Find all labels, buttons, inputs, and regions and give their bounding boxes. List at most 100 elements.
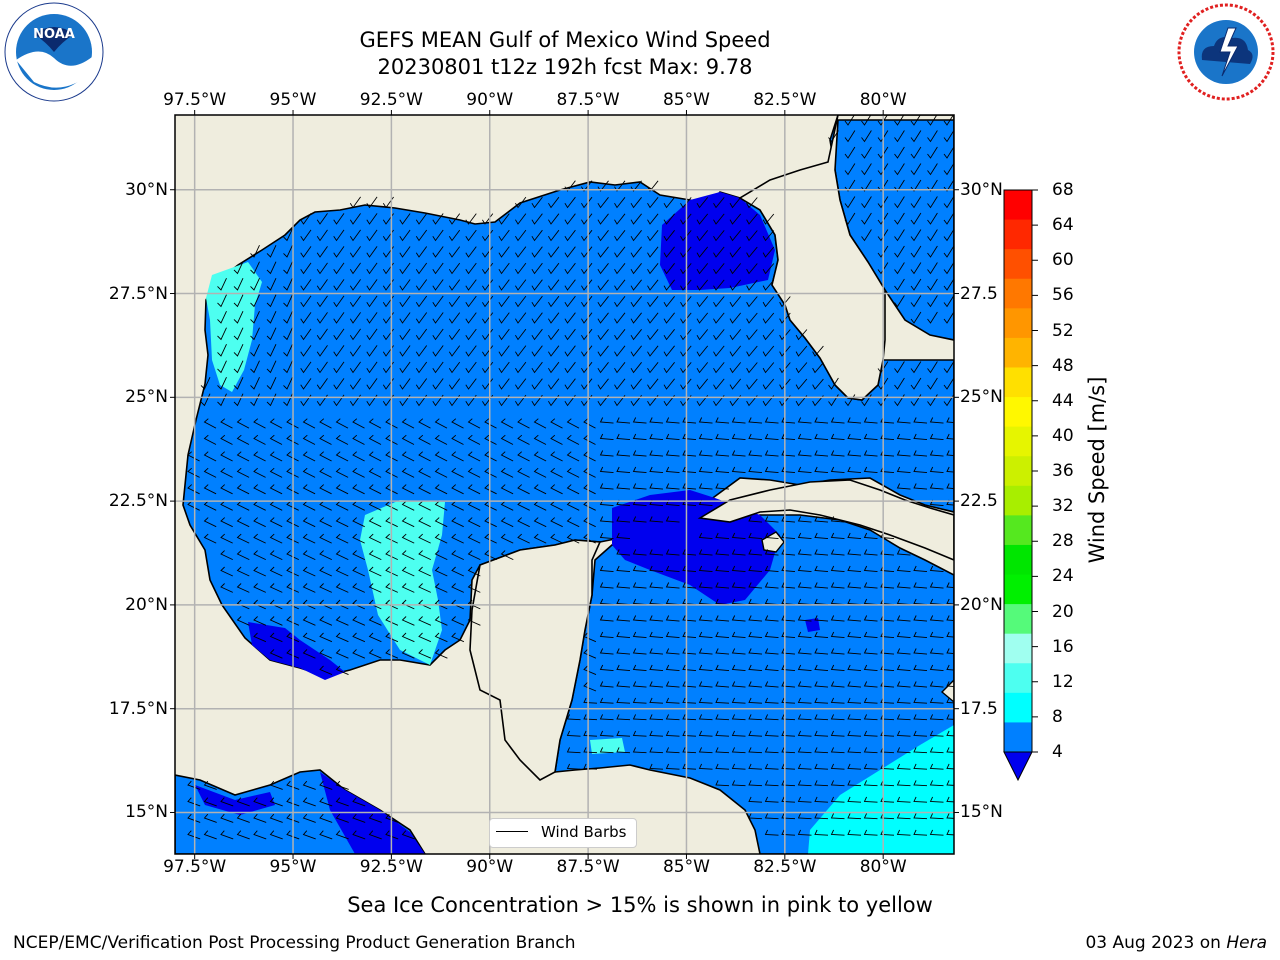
wind-barb — [649, 615, 664, 622]
wind-barb — [366, 394, 378, 407]
wind-barb — [731, 681, 746, 688]
wind-barb — [302, 780, 316, 790]
wind-barb — [418, 616, 432, 626]
wind-barb — [746, 230, 758, 242]
wind-barb — [647, 246, 659, 258]
wind-barb — [401, 517, 415, 528]
wind-barb — [715, 483, 730, 490]
wind-barb — [599, 648, 614, 655]
wind-barb — [401, 451, 415, 462]
map-tick-marks — [170, 110, 959, 859]
wind-barb — [680, 378, 692, 390]
wind-barb — [614, 329, 626, 341]
wind-barb — [335, 780, 349, 790]
wind-barb — [913, 631, 928, 639]
wind-barb — [500, 434, 514, 445]
wind-barb — [548, 378, 560, 390]
wind-barb — [764, 466, 779, 474]
colorbar-tick-label: 16 — [1052, 636, 1074, 657]
wind-barb — [946, 598, 954, 605]
wind-barb — [269, 434, 283, 445]
wind-barb — [696, 378, 709, 390]
wind-barb — [236, 550, 250, 561]
wind-barb — [797, 714, 812, 721]
wind-barb — [583, 500, 596, 511]
wind-barb — [366, 262, 378, 275]
wind-barb — [583, 730, 598, 737]
wind-barb — [517, 517, 530, 528]
wind-barb — [764, 813, 779, 820]
wind-barb — [894, 196, 905, 209]
wind-barb — [217, 377, 227, 390]
wind-barb — [187, 830, 201, 840]
wind-barb — [779, 395, 791, 407]
wind-barb — [203, 484, 217, 495]
wind-barb — [236, 500, 250, 511]
wind-barb — [550, 484, 563, 495]
wind-barb — [333, 328, 345, 341]
wind-barb — [946, 450, 954, 457]
wind-barb — [696, 279, 709, 291]
wind-barb — [599, 565, 614, 573]
wind-barb — [680, 395, 692, 407]
wind-barb — [913, 417, 928, 424]
wind-barb — [415, 295, 428, 308]
wind-barb — [830, 466, 845, 474]
wind-barb — [319, 500, 332, 511]
wind-barb — [896, 681, 911, 688]
wind-barb — [418, 566, 431, 577]
wind-barb — [814, 730, 829, 737]
wind-barb — [731, 648, 746, 655]
lon-label-top: 82.5°W — [753, 90, 817, 110]
wind-barb — [696, 312, 709, 324]
wind-barb — [748, 565, 763, 573]
wind-barb — [698, 466, 713, 474]
wind-barb — [814, 747, 829, 754]
wind-barb — [335, 616, 349, 626]
wind-barb — [616, 681, 631, 688]
wind-barb — [647, 362, 659, 374]
wind-barb — [797, 532, 812, 540]
wind-barb — [432, 394, 444, 407]
wind-barb — [814, 532, 829, 540]
colorbar-tick-label: 28 — [1052, 531, 1074, 552]
wind-barb — [877, 229, 889, 242]
wind-barb — [663, 213, 675, 225]
wind-barb — [781, 532, 796, 540]
wind-barb — [366, 246, 378, 258]
wind-barb — [632, 565, 647, 573]
wind-barb — [333, 262, 345, 275]
wind-barb — [927, 115, 938, 126]
wind-barb — [894, 295, 905, 308]
colorbar-tick-label: 32 — [1052, 496, 1074, 517]
wind-barb — [797, 813, 812, 820]
wind-barb — [781, 631, 796, 639]
wind-barb — [448, 394, 461, 407]
wind-barb — [632, 664, 647, 672]
colorbar-segment — [1004, 337, 1032, 368]
lon-label-top: 80°W — [859, 90, 907, 110]
wind-barb — [220, 813, 234, 823]
colorbar-segment — [1004, 367, 1032, 398]
wind-barb — [434, 616, 448, 626]
wind-barb — [649, 466, 664, 474]
wind-barb — [319, 533, 332, 544]
wind-barb — [434, 418, 448, 429]
wind-barb — [896, 730, 911, 737]
wind-barb — [616, 631, 631, 639]
wind-barb — [797, 466, 812, 474]
wind-barb — [583, 649, 597, 659]
wind-barb — [779, 296, 791, 308]
wind-barb — [399, 246, 411, 258]
wind-barb — [203, 780, 217, 790]
wind-barb — [814, 516, 829, 523]
wind-barb — [814, 681, 829, 688]
wind-barb — [566, 730, 581, 737]
wind-barb — [910, 115, 921, 126]
wind-barb — [649, 747, 664, 754]
wind-barb — [349, 328, 361, 341]
wind-barb — [715, 532, 730, 540]
wind-barb — [910, 179, 922, 192]
wind-barb — [632, 615, 647, 622]
